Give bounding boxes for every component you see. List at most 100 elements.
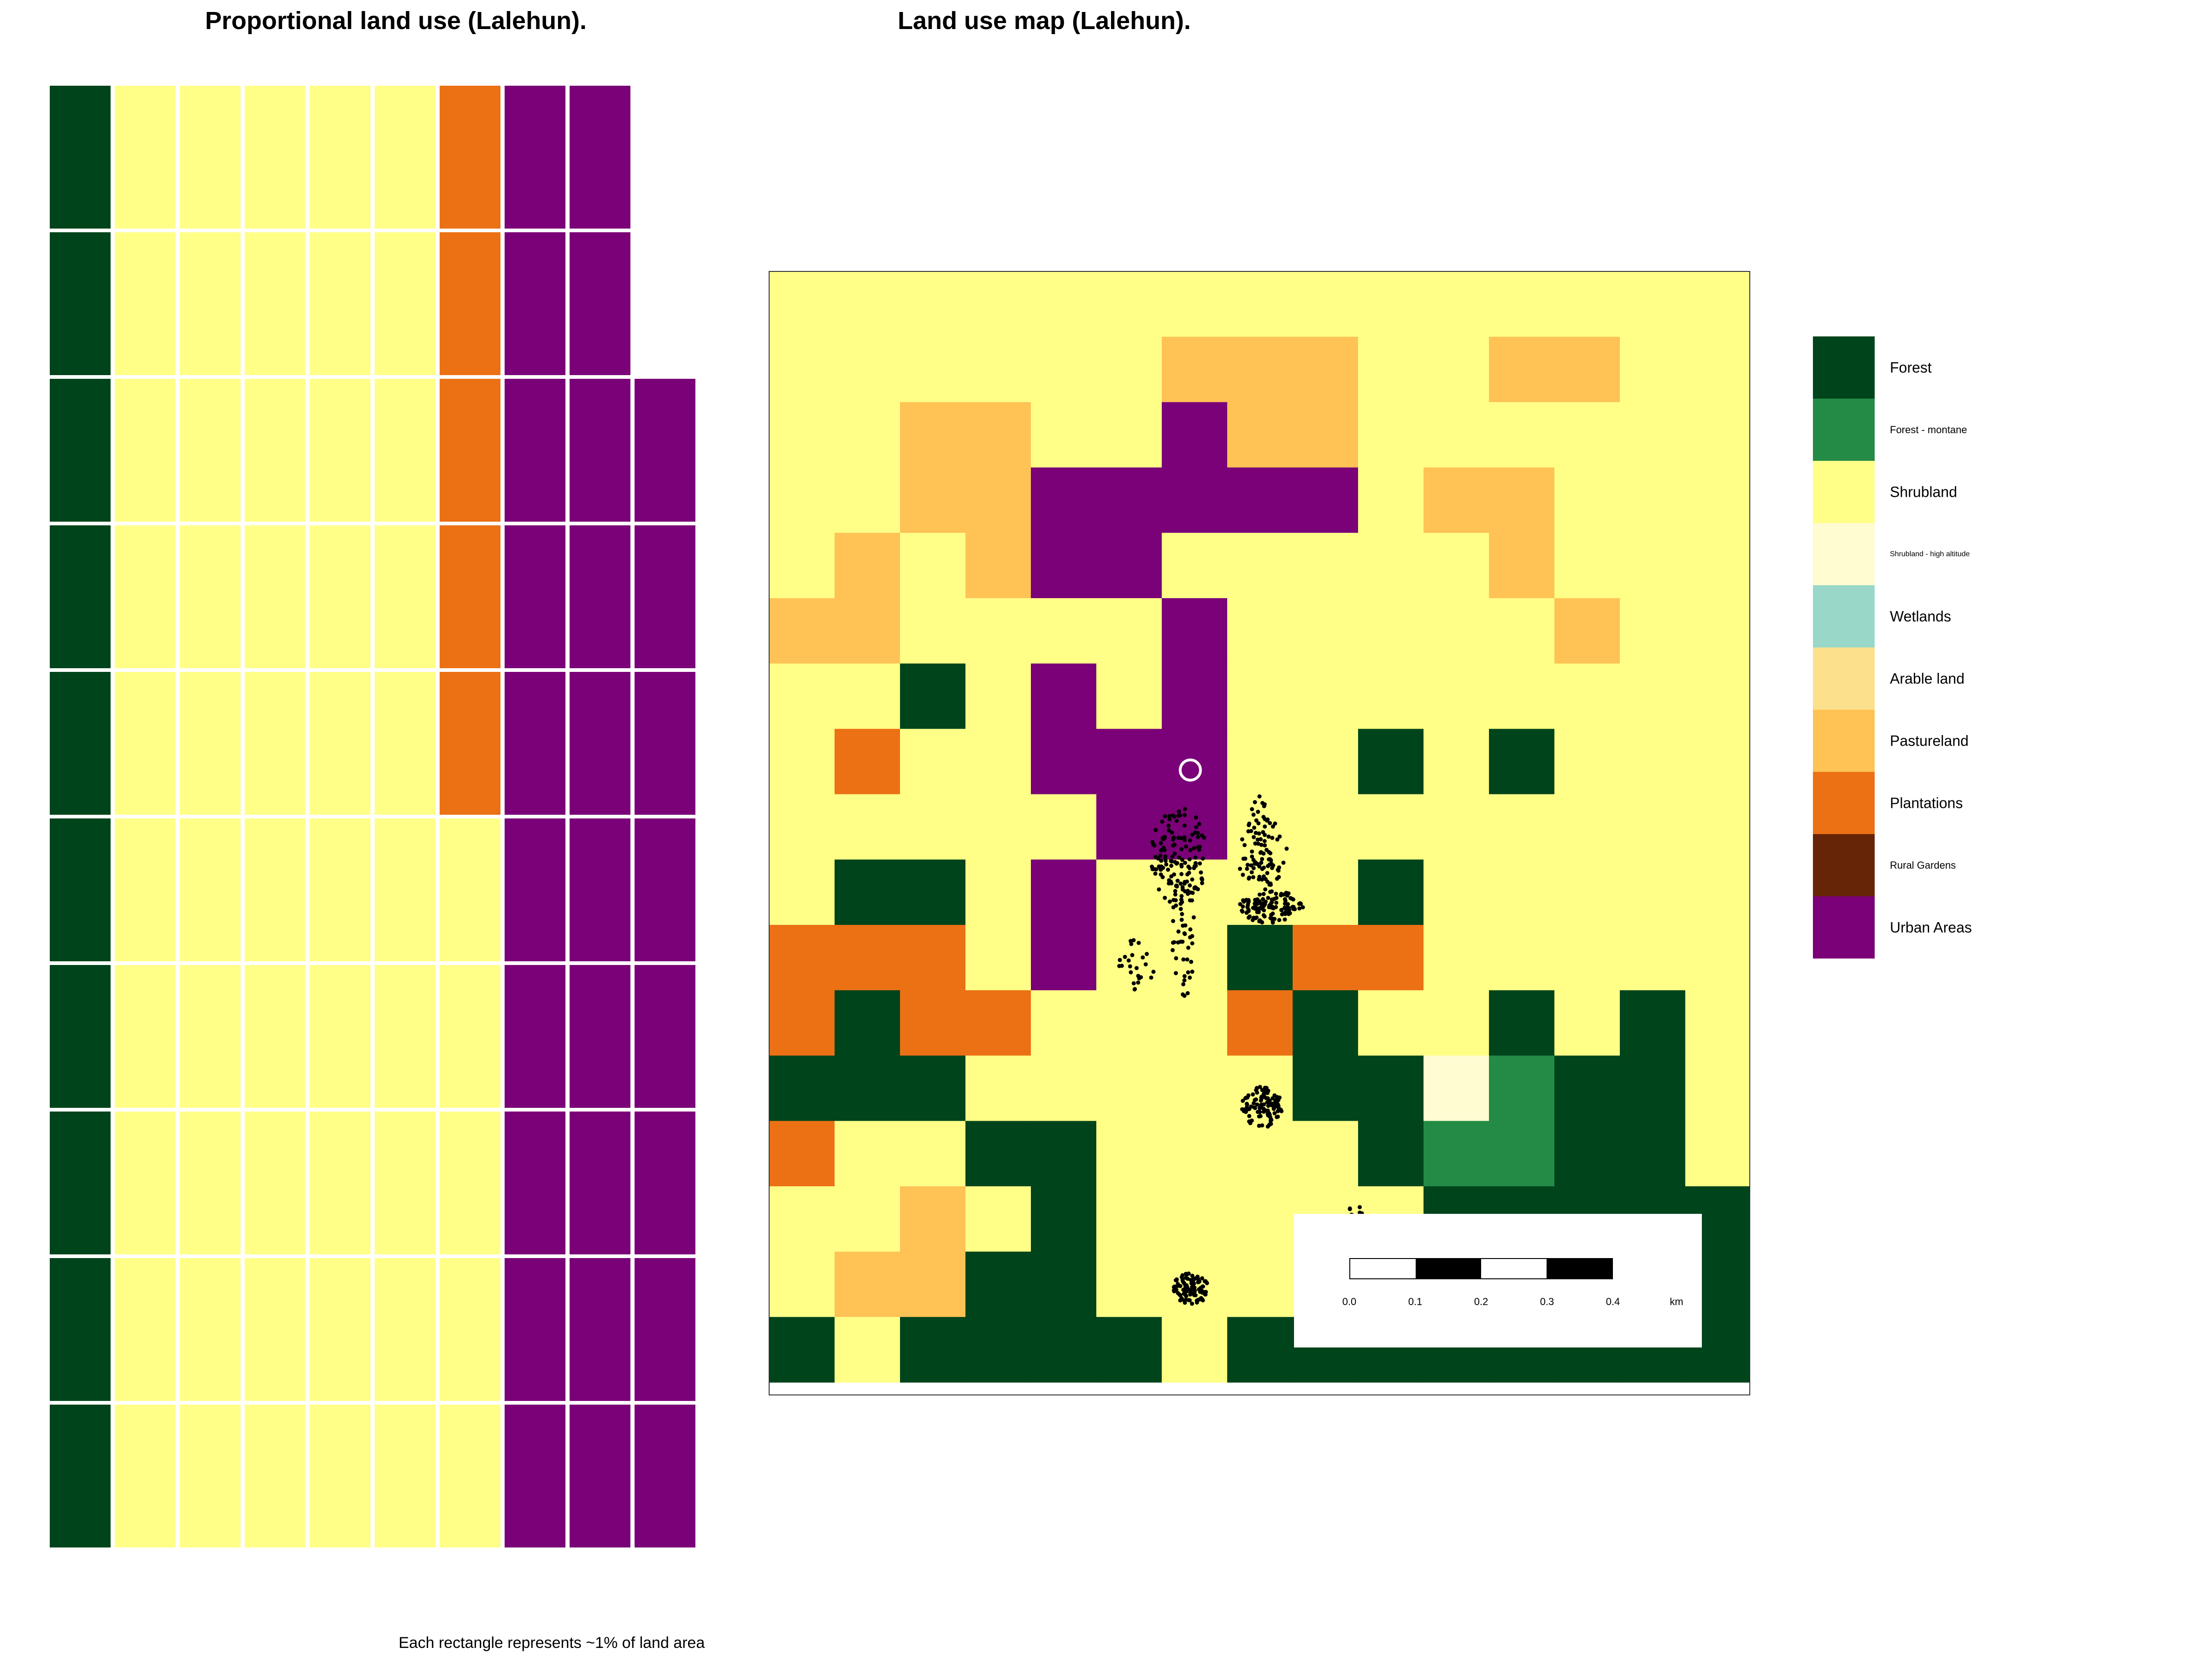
map-cell-shrubland [1358,467,1424,533]
map-cell-shrubland [1620,859,1686,925]
map-cell-forest [1293,990,1359,1056]
settlement-point [1267,862,1272,867]
settlement-point [1241,872,1245,877]
map-cell-shrubland [1424,402,1489,468]
map-cell-pastureland [835,1252,900,1318]
waffle-cell-shrubland [180,232,241,375]
settlement-point [1174,971,1178,976]
settlement-point [1117,964,1122,968]
legend-swatch [1813,585,1875,647]
settlement-point [1171,905,1176,910]
settlement-point [1194,825,1199,830]
waffle-cell-shrubland [245,379,306,522]
scale-bar [1349,1258,1613,1279]
waffle-cell-shrubland [440,965,500,1108]
scale-bar-segment [1416,1259,1481,1278]
map-cell-shrubland [769,729,835,794]
settlement-point [1270,897,1274,902]
settlement-point [1192,846,1196,851]
waffle-cell-urban-areas [570,232,630,375]
settlement-point [1251,812,1256,817]
legend-swatch [1813,399,1875,461]
settlement-point [1193,830,1198,835]
settlement-point [1251,1092,1255,1097]
settlement-point [1190,1301,1194,1306]
map-cell-pastureland [1554,598,1620,664]
map-cell-shrubland [1031,990,1097,1056]
settlement-point [1182,974,1187,978]
map-cell-shrubland [1620,925,1686,991]
settlement-point [1197,822,1201,826]
settlement-point [1261,1109,1266,1114]
map-cell-pastureland [965,402,1031,468]
map-cell-shrubland [1489,794,1555,860]
map-cell-shrubland [1620,729,1686,794]
map-cell-shrubland [1620,533,1686,599]
settlement-point [1188,866,1192,871]
settlement-point [1272,1111,1277,1116]
map-cell-shrubland [1685,859,1751,925]
waffle-cell-urban-areas [635,965,695,1108]
map-cell-shrubland [1162,1055,1228,1121]
map-cell-pastureland [1489,336,1555,403]
settlement-point [1129,970,1133,975]
map-cell-forest [1031,1121,1097,1187]
waffle-cell-shrubland [180,965,241,1108]
settlement-point [1161,865,1165,870]
settlement-point [1277,865,1282,870]
map-cell-shrubland [1358,533,1424,599]
settlement-point [1282,897,1287,901]
waffle-cell-shrubland [180,1405,241,1547]
settlement-point [1261,897,1265,901]
scale-bar-segment [1350,1259,1416,1278]
map-cell-shrubland [1096,925,1162,991]
legend-item-forest-montane: Forest - montane [1813,399,2071,461]
waffle-cell-shrubland [440,1112,500,1254]
settlement-point [1177,855,1182,860]
map-cell-shrubland [1227,598,1293,664]
settlement-point [1253,800,1257,805]
settlement-point [1286,902,1290,906]
map-cell-shrubland [1424,794,1489,860]
map-cell-pastureland [1293,402,1359,468]
settlement-point [1203,1279,1208,1283]
map-cell-shrubland [1293,663,1359,729]
map-cell-shrubland [900,271,966,337]
settlement-point [1257,831,1261,836]
waffle-cell-shrubland [310,379,371,522]
map-cell-shrubland [1293,729,1359,794]
settlement-point [1270,835,1275,840]
map-frame [769,271,1750,1395]
settlement-point [1179,847,1184,852]
settlement-point [1254,818,1259,823]
map-cell-forest [1096,1317,1162,1383]
map-cell-forest [1031,1252,1097,1318]
settlement-point [1167,900,1172,904]
settlement-point [1241,856,1246,861]
settlement-point [1274,905,1278,909]
settlement-point [1263,900,1268,904]
map-cell-shrubland [769,663,835,729]
map-cell-forest [1358,859,1424,925]
map-cell-shrubland [1096,402,1162,468]
map-cell-shrubland [1685,402,1751,468]
waffle-cell-shrubland [115,379,176,522]
settlement-point [1245,866,1249,871]
map-cell-shrubland [1358,663,1424,729]
legend-label: Pastureland [1890,732,1969,749]
map-cell-shrubland [835,1121,900,1187]
settlement-point [1195,1276,1200,1281]
waffle-cell-urban-areas [570,1405,630,1547]
map-cell-forest [835,990,900,1056]
map-cell-forest [1031,1186,1097,1252]
settlement-point [1182,807,1187,812]
settlement-point [1136,980,1141,985]
map-cell-shrubland [1685,336,1751,403]
settlement-point [1249,863,1253,868]
settlement-point [1176,940,1180,945]
settlement-point [1251,858,1256,862]
waffle-cell-urban-areas [505,1405,565,1547]
map-cell-shrubland [1031,598,1097,664]
settlement-point [1299,901,1303,906]
settlement-point [1260,901,1265,906]
